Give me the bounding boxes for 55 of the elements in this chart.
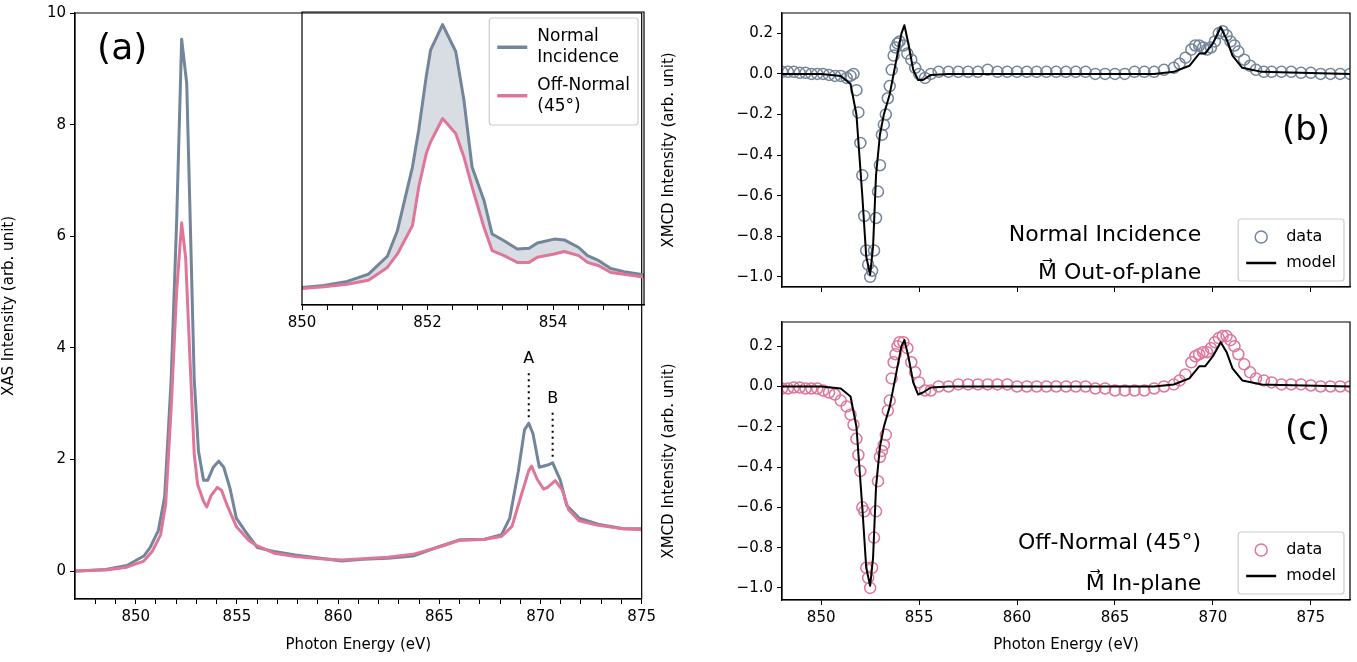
y-tick-label: −1.0 bbox=[736, 266, 773, 285]
x-tick-label: 850 bbox=[806, 607, 836, 626]
x-tick-label: 865 bbox=[1100, 607, 1130, 626]
y-tick-label: 0 bbox=[56, 560, 66, 579]
annotation: B bbox=[547, 387, 559, 407]
x-tick-label: 854 bbox=[538, 312, 568, 331]
legend-label: data bbox=[1286, 539, 1323, 559]
y-tick-label: −0.6 bbox=[736, 185, 773, 204]
x-tick-label: 852 bbox=[413, 312, 442, 331]
x-axis-title: Photon Energy (eV) bbox=[285, 634, 432, 653]
legend-label: model bbox=[1286, 565, 1337, 585]
annotation: (b) bbox=[1281, 108, 1331, 149]
x-tick-label: 870 bbox=[526, 606, 555, 625]
x-tick-label: 875 bbox=[627, 606, 657, 625]
annotation: (a) bbox=[97, 25, 148, 67]
y-tick-label: −0.2 bbox=[736, 104, 773, 123]
y-axis-title: XAS Intensity (arb. unit) bbox=[0, 215, 17, 397]
annotation: M⃗ Out-of-plane bbox=[1038, 258, 1202, 285]
annotation: A bbox=[523, 348, 535, 368]
x-tick-label: 875 bbox=[1296, 607, 1326, 626]
x-axis-title: Photon Energy (eV) bbox=[993, 634, 1139, 653]
legend-label: Normal Incidence bbox=[537, 25, 619, 67]
x-tick-label: 850 bbox=[121, 606, 151, 625]
y-tick-label: −0.4 bbox=[736, 456, 773, 475]
x-tick-label: 850 bbox=[287, 312, 317, 331]
x-tick-label: 855 bbox=[222, 606, 252, 625]
y-tick-label: 0.2 bbox=[749, 336, 773, 355]
x-tick-label: 865 bbox=[424, 606, 454, 625]
y-tick-label: −0.6 bbox=[736, 497, 773, 516]
y-tick-label: 0.0 bbox=[749, 63, 773, 82]
legend-label: data bbox=[1286, 226, 1323, 246]
legend-label: Off-Normal (45°) bbox=[537, 73, 631, 115]
y-tick-label: 8 bbox=[56, 114, 66, 133]
y-tick-label: −1.0 bbox=[736, 577, 773, 596]
annotation: (c) bbox=[1284, 407, 1331, 448]
x-tick-label: 870 bbox=[1198, 607, 1228, 626]
y-axis-title: XMCD Intensity (arb. unit) bbox=[658, 363, 677, 559]
y-tick-label: −0.2 bbox=[736, 416, 773, 435]
y-tick-label: 2 bbox=[56, 449, 66, 468]
x-tick-label: 855 bbox=[904, 607, 934, 626]
y-tick-label: −0.8 bbox=[736, 226, 773, 245]
annotation: Off-Normal (45°) bbox=[1018, 529, 1202, 555]
y-axis-title: XMCD Intensity (arb. unit) bbox=[658, 52, 677, 248]
y-tick-label: −0.8 bbox=[736, 537, 773, 556]
annotation: Normal Incidence bbox=[1008, 221, 1202, 247]
annotation: M⃗ In-plane bbox=[1085, 568, 1202, 595]
x-tick-label: 860 bbox=[323, 606, 353, 625]
y-tick-label: 0.2 bbox=[749, 23, 773, 42]
y-tick-label: 10 bbox=[46, 2, 66, 21]
y-tick-label: 6 bbox=[56, 226, 66, 245]
y-tick-label: 0.0 bbox=[749, 376, 773, 395]
legend-label: model bbox=[1286, 252, 1337, 272]
y-tick-label: −0.4 bbox=[736, 144, 773, 163]
x-tick-label: 860 bbox=[1002, 607, 1032, 626]
y-tick-label: 4 bbox=[56, 337, 66, 356]
